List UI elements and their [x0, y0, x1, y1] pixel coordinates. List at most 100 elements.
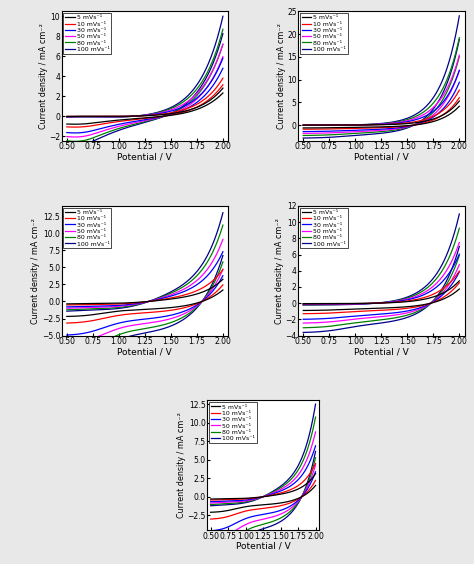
5 mVs⁻¹: [301, 307, 306, 314]
100 mVs⁻¹: [328, 134, 334, 140]
10 mVs⁻¹: [220, 281, 226, 288]
Text: (e): (e): [210, 404, 231, 417]
100 mVs⁻¹: [208, 555, 213, 562]
100 mVs⁻¹: [145, 329, 151, 336]
Line: 50 mVs⁻¹: 50 mVs⁻¹: [303, 265, 459, 323]
100 mVs⁻¹: [127, 333, 133, 340]
50 mVs⁻¹: [382, 313, 387, 320]
30 mVs⁻¹: [456, 79, 462, 86]
100 mVs⁻¹: [364, 321, 369, 328]
80 mVs⁻¹: [227, 540, 232, 547]
10 mVs⁻¹: [64, 124, 70, 130]
30 mVs⁻¹: [146, 116, 152, 122]
5 mVs⁻¹: [328, 307, 334, 314]
50 mVs⁻¹: [383, 313, 388, 320]
80 mVs⁻¹: [220, 258, 226, 265]
50 mVs⁻¹: [136, 118, 141, 125]
10 mVs⁻¹: [92, 317, 98, 324]
30 mVs⁻¹: [145, 315, 151, 322]
Line: 30 mVs⁻¹: 30 mVs⁻¹: [67, 276, 223, 335]
10 mVs⁻¹: [136, 310, 141, 316]
80 mVs⁻¹: [364, 318, 369, 325]
X-axis label: Potential / V: Potential / V: [118, 153, 172, 162]
5 mVs⁻¹: [256, 502, 262, 509]
10 mVs⁻¹: [382, 124, 387, 131]
30 mVs⁻¹: [210, 527, 216, 534]
100 mVs⁻¹: [364, 131, 369, 138]
100 mVs⁻¹: [328, 327, 334, 334]
50 mVs⁻¹: [145, 320, 151, 327]
Line: 100 mVs⁻¹: 100 mVs⁻¹: [67, 34, 223, 145]
100 mVs⁻¹: [145, 118, 151, 125]
5 mVs⁻¹: [227, 507, 232, 514]
10 mVs⁻¹: [146, 309, 152, 316]
30 mVs⁻¹: [127, 318, 133, 324]
5 mVs⁻¹: [92, 120, 98, 126]
5 mVs⁻¹: [382, 305, 387, 311]
100 mVs⁻¹: [92, 137, 98, 144]
30 mVs⁻¹: [262, 510, 268, 517]
10 mVs⁻¹: [456, 279, 462, 286]
100 mVs⁻¹: [136, 331, 141, 338]
80 mVs⁻¹: [146, 324, 152, 331]
100 mVs⁻¹: [382, 319, 387, 326]
Line: 80 mVs⁻¹: 80 mVs⁻¹: [67, 45, 223, 142]
50 mVs⁻¹: [456, 67, 462, 74]
80 mVs⁻¹: [210, 547, 216, 553]
5 mVs⁻¹: [263, 501, 269, 508]
100 mVs⁻¹: [301, 329, 306, 336]
Y-axis label: Current density / mA cm⁻²: Current density / mA cm⁻²: [177, 412, 186, 518]
Line: 100 mVs⁻¹: 100 mVs⁻¹: [303, 246, 459, 332]
80 mVs⁻¹: [67, 138, 73, 144]
Line: 30 mVs⁻¹: 30 mVs⁻¹: [303, 82, 459, 131]
5 mVs⁻¹: [382, 124, 387, 130]
30 mVs⁻¹: [301, 128, 306, 135]
Legend: 5 mVs⁻¹, 10 mVs⁻¹, 30 mVs⁻¹, 50 mVs⁻¹, 80 mVs⁻¹, 100 mVs⁻¹: 5 mVs⁻¹, 10 mVs⁻¹, 30 mVs⁻¹, 50 mVs⁻¹, 8…: [64, 13, 111, 54]
80 mVs⁻¹: [127, 328, 133, 334]
Y-axis label: Current density / mA cm⁻²: Current density / mA cm⁻²: [31, 218, 40, 324]
5 mVs⁻¹: [64, 121, 70, 127]
100 mVs⁻¹: [92, 350, 98, 357]
30 mVs⁻¹: [263, 510, 269, 517]
5 mVs⁻¹: [383, 305, 388, 311]
5 mVs⁻¹: [220, 90, 226, 96]
10 mVs⁻¹: [67, 124, 73, 130]
Line: 50 mVs⁻¹: 50 mVs⁻¹: [67, 57, 223, 137]
Line: 5 mVs⁻¹: 5 mVs⁻¹: [303, 106, 459, 128]
100 mVs⁻¹: [127, 124, 133, 130]
10 mVs⁻¹: [301, 126, 306, 133]
5 mVs⁻¹: [64, 313, 70, 320]
50 mVs⁻¹: [64, 340, 70, 347]
100 mVs⁻¹: [372, 320, 378, 327]
X-axis label: Potential / V: Potential / V: [354, 153, 409, 162]
80 mVs⁻¹: [301, 132, 306, 139]
30 mVs⁻¹: [256, 512, 262, 518]
30 mVs⁻¹: [145, 116, 151, 122]
10 mVs⁻¹: [145, 309, 151, 316]
10 mVs⁻¹: [262, 505, 268, 512]
Legend: 5 mVs⁻¹, 10 mVs⁻¹, 30 mVs⁻¹, 50 mVs⁻¹, 80 mVs⁻¹, 100 mVs⁻¹: 5 mVs⁻¹, 10 mVs⁻¹, 30 mVs⁻¹, 50 mVs⁻¹, 8…: [300, 208, 348, 248]
30 mVs⁻¹: [250, 513, 256, 519]
10 mVs⁻¹: [256, 505, 262, 512]
30 mVs⁻¹: [227, 523, 232, 530]
100 mVs⁻¹: [301, 135, 306, 142]
80 mVs⁻¹: [68, 349, 73, 356]
80 mVs⁻¹: [92, 134, 98, 140]
100 mVs⁻¹: [220, 30, 226, 37]
5 mVs⁻¹: [301, 125, 306, 131]
100 mVs⁻¹: [256, 527, 262, 534]
100 mVs⁻¹: [72, 142, 78, 148]
10 mVs⁻¹: [263, 505, 269, 512]
80 mVs⁻¹: [127, 122, 133, 129]
80 mVs⁻¹: [328, 323, 334, 329]
50 mVs⁻¹: [92, 130, 98, 137]
5 mVs⁻¹: [145, 306, 151, 312]
10 mVs⁻¹: [328, 310, 334, 316]
Line: 5 mVs⁻¹: 5 mVs⁻¹: [67, 290, 223, 316]
50 mVs⁻¹: [256, 517, 262, 523]
5 mVs⁻¹: [304, 125, 310, 131]
Line: 5 mVs⁻¹: 5 mVs⁻¹: [210, 486, 316, 512]
30 mVs⁻¹: [72, 130, 78, 136]
10 mVs⁻¹: [127, 311, 133, 318]
100 mVs⁻¹: [456, 36, 462, 43]
